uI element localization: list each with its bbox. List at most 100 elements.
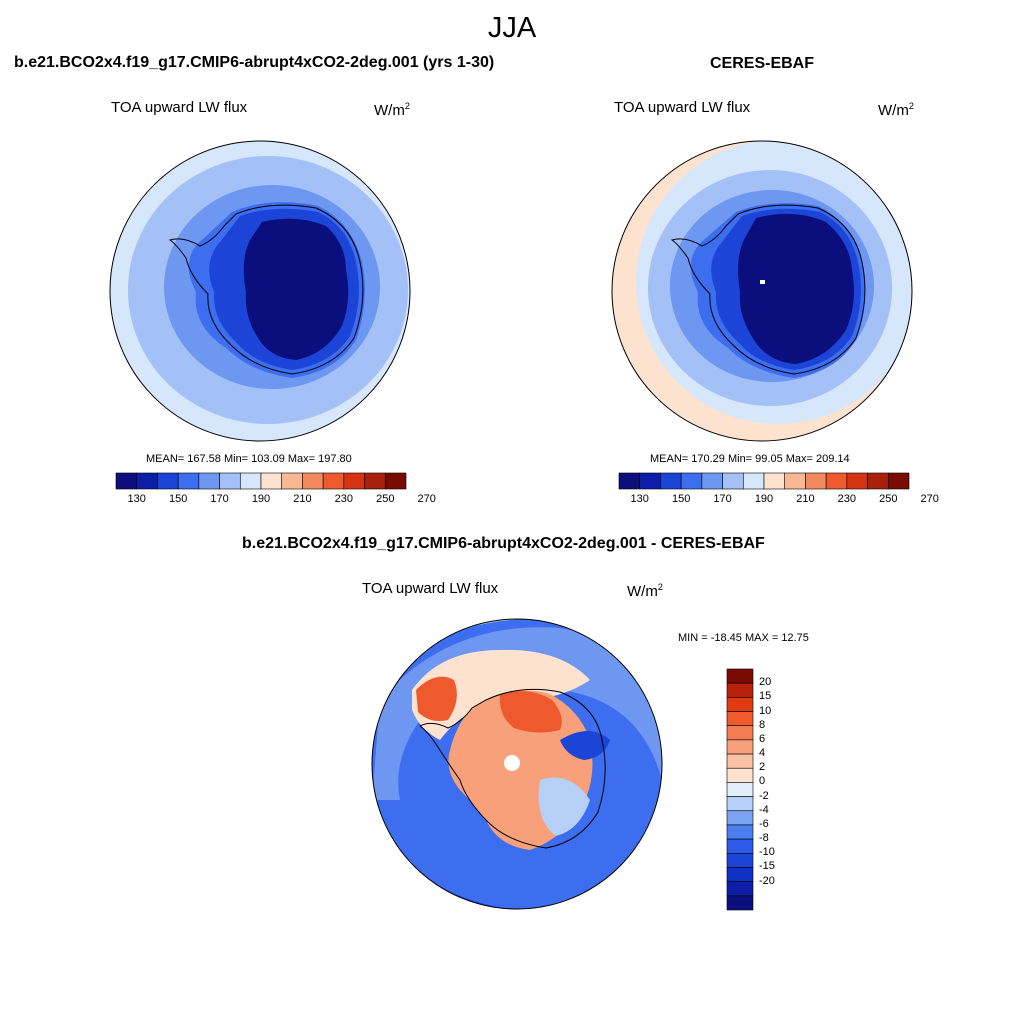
colorbar-tick-label: -8 <box>759 832 769 845</box>
colorbar-tick-label: -4 <box>759 803 769 816</box>
colorbar-tick-label: 250 <box>376 493 395 505</box>
colorbar-swatch <box>887 472 910 490</box>
colorbar-tick-label: -2 <box>759 789 769 802</box>
colorbar-tick-label: 4 <box>759 747 766 760</box>
colorbar-model <box>115 472 407 490</box>
colorbar-swatch <box>726 838 754 854</box>
panel2-units: W/m2 <box>878 101 914 119</box>
map3-hot-plateau <box>499 691 562 733</box>
colorbar-swatch <box>322 472 345 490</box>
colorbar-swatch <box>726 782 754 797</box>
panel1-title: b.e21.BCO2x4.f19_g17.CMIP6-abrupt4xCO2-2… <box>14 54 495 71</box>
colorbar-swatch <box>115 472 138 490</box>
colorbar-swatch <box>726 824 754 840</box>
panel3-stats: MIN = -18.45 MAX = 12.75 <box>678 632 809 644</box>
colorbar-tick-label: -10 <box>759 846 775 859</box>
colorbar-tick-label: 270 <box>920 493 939 505</box>
colorbar-tick-label: 150 <box>671 493 691 505</box>
colorbar-swatch <box>726 725 754 741</box>
model-polar-map <box>110 141 410 441</box>
ceres-polar-map <box>612 141 912 441</box>
colorbar-swatch <box>726 796 754 812</box>
map3-cool-sector <box>538 777 590 836</box>
season-title: JJA <box>487 12 537 44</box>
colorbar-swatch <box>867 472 889 490</box>
colorbar-swatch <box>680 472 703 490</box>
panel3-units: W/m2 <box>627 582 663 600</box>
colorbar-tick-label: 0 <box>759 775 766 788</box>
panel1-variable: TOA upward LW flux <box>111 99 248 116</box>
colorbar-swatch <box>639 472 661 490</box>
panel2-variable: TOA upward LW flux <box>614 99 751 116</box>
colorbar-swatch <box>701 472 723 490</box>
map2-missing-cell <box>760 280 765 284</box>
colorbar-swatch <box>805 472 827 490</box>
colorbar-tick-label: 230 <box>837 493 857 505</box>
colorbar-tick-label: -6 <box>759 817 769 830</box>
colorbar-tick-label: 250 <box>879 493 898 505</box>
colorbar-swatch <box>364 472 386 490</box>
colorbar-swatch <box>722 472 744 490</box>
colorbar-tick-label: 15 <box>759 690 772 703</box>
colorbar-swatch <box>343 472 365 490</box>
colorbar-tick-label: -15 <box>759 860 775 873</box>
colorbar-tick-label: 170 <box>210 493 229 505</box>
colorbar-swatch <box>726 668 754 684</box>
colorbar-tick-label: 2 <box>759 761 766 774</box>
colorbar-swatch <box>825 472 848 490</box>
panel3-variable: TOA upward LW flux <box>362 580 499 597</box>
colorbar-tick-label: 6 <box>759 732 766 745</box>
colorbar-swatch <box>784 472 806 490</box>
colorbar-tick-label: 210 <box>796 493 815 505</box>
colorbar-tick-label: 150 <box>168 493 188 505</box>
colorbar-tick-label: 20 <box>759 676 772 689</box>
panel3-title: b.e21.BCO2x4.f19_g17.CMIP6-abrupt4xCO2-2… <box>242 535 765 552</box>
colorbar-swatch <box>726 711 754 727</box>
colorbar-swatch <box>177 472 200 490</box>
colorbar-swatch <box>726 739 754 755</box>
colorbar-swatch <box>260 472 283 490</box>
colorbar-swatch <box>198 472 220 490</box>
colorbar-tick-label: 170 <box>713 493 732 505</box>
colorbar-swatch <box>726 810 754 826</box>
colorbar-difference <box>726 668 754 911</box>
colorbar-tick-label: 210 <box>293 493 312 505</box>
panel2-stats: MEAN= 170.29 Min= 99.05 Max= 209.14 <box>650 453 850 465</box>
difference-polar-map <box>372 619 662 909</box>
map1-coastline <box>168 204 364 375</box>
map3-hot-peninsula <box>416 676 457 721</box>
colorbar-swatch <box>742 472 765 490</box>
colorbar-swatch <box>846 472 868 490</box>
colorbar-swatch <box>726 753 754 769</box>
colorbar-swatch <box>136 472 158 490</box>
panel1-stats: MEAN= 167.58 Min= 103.09 Max= 197.80 <box>146 453 352 465</box>
colorbar-swatch <box>660 472 682 490</box>
colorbar-swatch <box>239 472 262 490</box>
map3-cold-sector <box>560 731 610 760</box>
map3-coastline <box>419 688 606 849</box>
colorbar-swatch <box>219 472 241 490</box>
panel1-units: W/m2 <box>374 101 410 119</box>
colorbar-swatch <box>157 472 179 490</box>
colorbar-tick-label: 10 <box>759 704 772 717</box>
colorbar-swatch <box>302 472 324 490</box>
panel2-title: CERES-EBAF <box>710 55 815 72</box>
colorbar-ceres <box>618 472 910 490</box>
colorbar-tick-label: 190 <box>754 493 774 505</box>
colorbar-tick-label: 230 <box>334 493 354 505</box>
colorbar-tick-label: 130 <box>127 493 146 505</box>
colorbar-tick-label: 130 <box>630 493 649 505</box>
colorbar-tick-label: 270 <box>417 493 436 505</box>
colorbar-tick-label: 8 <box>759 718 766 731</box>
colorbar-swatch <box>726 697 754 712</box>
colorbar-swatch <box>726 682 754 698</box>
colorbar-swatch <box>763 472 786 490</box>
colorbar-swatch <box>384 472 407 490</box>
map2-core <box>738 213 854 364</box>
map1-core <box>243 218 349 360</box>
colorbar-swatch <box>726 895 754 911</box>
colorbar-swatch <box>726 881 754 897</box>
colorbar-tick-label: 190 <box>251 493 271 505</box>
colorbar-tick-label: -20 <box>759 874 775 887</box>
